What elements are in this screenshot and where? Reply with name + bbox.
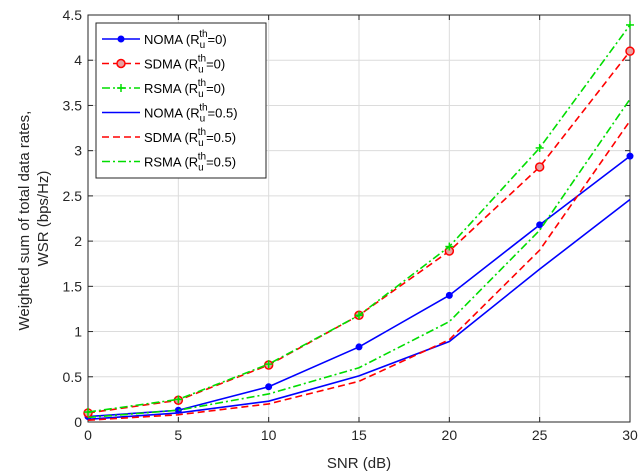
series-4 [87,198,631,421]
legend-entry: RSMA (Ruth=0) [102,78,225,100]
y-tick-label: 1 [74,324,82,340]
legend-entry: NOMA (Ruth=0) [102,29,227,51]
legend-entry: NOMA (Ruth=0.5) [102,103,238,125]
series-line [87,120,631,421]
legend-box [95,22,267,179]
x-tick-label: 30 [622,427,638,443]
series-line [87,198,631,421]
data-point [355,343,363,351]
y-tick-label: 1.5 [63,278,83,294]
y-axis-label-line-2: WSR (bps/Hz) [35,171,52,267]
series-3 [84,20,634,417]
series-line [87,98,631,419]
data-point [535,143,544,152]
data-point [536,221,544,229]
legend-marker [117,84,125,92]
series-6 [87,98,631,419]
data-point [445,291,453,299]
y-tick-label: 2.5 [63,188,83,204]
data-point [626,152,634,160]
legend-label: NOMA (Ruth=0) [144,29,227,51]
x-tick-label: 20 [442,427,458,443]
legend-label: RSMA (Ruth=0) [144,78,225,100]
x-tick-label: 10 [261,427,277,443]
y-tick-label: 3 [74,143,82,159]
data-point [355,311,363,320]
y-axis-label: Weighted sum of total data rates, WSR (b… [16,106,52,330]
legend: NOMA (Ruth=0) SDMA (Ruth=0)RSMA (Ruth=0) N… [95,22,267,179]
legend-label: NOMA (Ruth=0.5) [144,103,238,125]
legend-label: RSMA (Ruth=0.5) [144,152,236,174]
x-tick-label: 5 [174,427,182,443]
x-tick-label: 0 [84,427,92,443]
legend-entry: SDMA (Ruth=0.5) [102,127,236,149]
legend-marker [116,58,126,69]
data-point [265,383,273,391]
axes: 0 5 10 15 20 25 30 0 0.5 1 1.5 2 2.5 3 3.5 4 4.5 [63,7,638,443]
y-tick-label: 0 [74,414,82,430]
data-point [534,162,545,172]
data-point [625,46,635,56]
series-5 [87,120,631,421]
data-point [84,408,92,417]
data-point [264,360,273,369]
data-point [626,20,634,29]
y-axis-label-line-1: Weighted sum of total data rates, [16,111,33,331]
legend-marker [117,35,125,43]
legend-entry: RSMA (Ruth=0.5) [102,152,236,174]
y-tick-label: 4.5 [63,7,83,23]
legend-label: SDMA (Ruth=0) [144,54,225,76]
y-tick-label: 2 [74,233,82,249]
x-tick-label: 15 [351,427,367,443]
y-tick-label: 3.5 [63,97,83,113]
series-layer [83,20,635,421]
x-tick-label: 25 [532,427,548,443]
y-tick-label: 0.5 [63,369,83,385]
data-point [445,242,454,251]
x-axis-label: SNR (dB) [327,455,391,472]
legend-entry: SDMA (Ruth=0) [102,54,225,76]
legend-label: SDMA (Ruth=0.5) [144,127,236,149]
y-tick-label: 4 [74,52,82,68]
data-point [174,395,183,404]
